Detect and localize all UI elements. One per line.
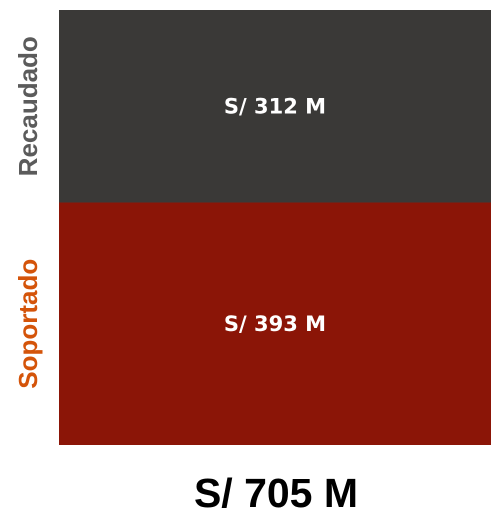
series-label-recaudado: Recaudado	[13, 36, 43, 176]
bar-segment-recaudado	[59, 10, 491, 203]
bar-stack	[59, 10, 491, 445]
bar-segment-soportado	[59, 202, 491, 445]
series-label-soportado: Soportado	[13, 259, 43, 389]
segment-value-label-recaudado: S/ 312 M	[224, 94, 326, 118]
segment-value-label-soportado: S/ 393 M	[224, 312, 326, 336]
segment-labels: S/ 312 M S/ 393 M	[224, 94, 326, 336]
series-labels: Recaudado Soportado	[13, 36, 43, 389]
total-label: S/ 705 M	[194, 470, 358, 516]
